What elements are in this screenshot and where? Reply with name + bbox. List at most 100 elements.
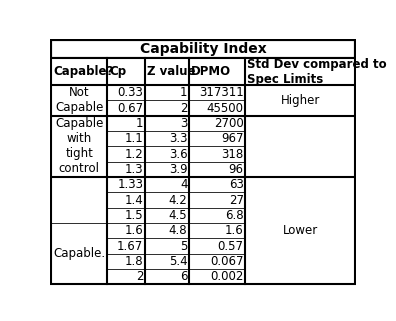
- Bar: [189, 192, 246, 208]
- Text: 6: 6: [180, 270, 187, 283]
- Text: 3: 3: [180, 117, 187, 130]
- Bar: [107, 208, 145, 223]
- Text: Lower: Lower: [283, 224, 318, 237]
- Text: 0.002: 0.002: [210, 270, 244, 283]
- Bar: [107, 131, 145, 146]
- Text: 0.57: 0.57: [218, 239, 244, 253]
- Text: 1: 1: [136, 117, 143, 130]
- Text: 3.6: 3.6: [169, 148, 187, 160]
- Bar: [145, 239, 189, 254]
- Bar: [189, 239, 246, 254]
- Bar: [246, 177, 355, 284]
- Bar: [189, 269, 246, 284]
- Bar: [107, 58, 145, 85]
- Bar: [51, 177, 107, 223]
- Bar: [145, 146, 189, 162]
- Text: 1.67: 1.67: [117, 239, 143, 253]
- Text: DPMO: DPMO: [191, 65, 231, 78]
- Bar: [107, 100, 145, 116]
- Bar: [107, 192, 145, 208]
- Text: 1.33: 1.33: [117, 178, 143, 191]
- Bar: [189, 223, 246, 239]
- Text: 1.3: 1.3: [125, 163, 143, 176]
- Bar: [189, 100, 246, 116]
- Text: Capable?: Capable?: [53, 65, 113, 78]
- Text: 318: 318: [221, 148, 244, 160]
- Text: Std Dev compared to
Spec Limits: Std Dev compared to Spec Limits: [248, 57, 387, 86]
- Text: 1.2: 1.2: [125, 148, 143, 160]
- Bar: [107, 223, 145, 239]
- Text: 27: 27: [228, 194, 244, 207]
- Bar: [107, 269, 145, 284]
- Text: 3.9: 3.9: [169, 163, 187, 176]
- Text: 2: 2: [136, 270, 143, 283]
- Bar: [145, 192, 189, 208]
- Bar: [189, 131, 246, 146]
- Bar: [51, 58, 107, 85]
- Text: 317311: 317311: [199, 86, 244, 99]
- Text: 1.6: 1.6: [125, 224, 143, 237]
- Bar: [246, 58, 355, 85]
- Text: 967: 967: [221, 132, 244, 145]
- Text: 1.8: 1.8: [125, 255, 143, 268]
- Bar: [189, 85, 246, 100]
- Text: Capability Index: Capability Index: [139, 42, 267, 56]
- Text: 4: 4: [180, 178, 187, 191]
- Bar: [145, 254, 189, 269]
- Text: Not
Capable: Not Capable: [55, 86, 103, 114]
- Text: 1.5: 1.5: [125, 209, 143, 222]
- Text: 2: 2: [180, 101, 187, 115]
- Text: 4.8: 4.8: [169, 224, 187, 237]
- Bar: [145, 223, 189, 239]
- Text: 4.2: 4.2: [169, 194, 187, 207]
- Text: 96: 96: [228, 163, 244, 176]
- Text: Capable.: Capable.: [53, 247, 105, 260]
- Text: Capable
with
tight
control: Capable with tight control: [55, 117, 103, 175]
- Bar: [107, 162, 145, 177]
- Bar: [145, 85, 189, 100]
- Bar: [145, 162, 189, 177]
- Bar: [145, 100, 189, 116]
- Bar: [145, 269, 189, 284]
- Text: 0.067: 0.067: [210, 255, 244, 268]
- Text: Z value: Z value: [147, 65, 196, 78]
- Bar: [189, 116, 246, 131]
- Text: 2700: 2700: [214, 117, 244, 130]
- Text: 4.5: 4.5: [169, 209, 187, 222]
- Bar: [189, 162, 246, 177]
- Bar: [145, 131, 189, 146]
- Bar: [189, 58, 246, 85]
- Bar: [145, 208, 189, 223]
- Text: 5.4: 5.4: [169, 255, 187, 268]
- Bar: [189, 177, 246, 192]
- Bar: [107, 116, 145, 131]
- Text: 0.67: 0.67: [117, 101, 143, 115]
- Text: 1.4: 1.4: [125, 194, 143, 207]
- Bar: [189, 208, 246, 223]
- Bar: [107, 177, 145, 192]
- Bar: [107, 239, 145, 254]
- Bar: [51, 116, 107, 177]
- Bar: [51, 40, 355, 58]
- Bar: [189, 254, 246, 269]
- Text: 1: 1: [180, 86, 187, 99]
- Bar: [51, 85, 107, 116]
- Text: 3.3: 3.3: [169, 132, 187, 145]
- Text: 63: 63: [229, 178, 244, 191]
- Bar: [107, 146, 145, 162]
- Bar: [107, 254, 145, 269]
- Bar: [51, 223, 107, 284]
- Bar: [189, 146, 246, 162]
- Bar: [145, 116, 189, 131]
- Text: Cp: Cp: [109, 65, 126, 78]
- Bar: [107, 85, 145, 100]
- Text: 5: 5: [180, 239, 187, 253]
- Text: 1.1: 1.1: [125, 132, 143, 145]
- Text: Higher: Higher: [280, 94, 320, 107]
- Text: 6.8: 6.8: [225, 209, 244, 222]
- Bar: [145, 177, 189, 192]
- Text: 45500: 45500: [207, 101, 244, 115]
- Bar: [145, 58, 189, 85]
- Bar: [246, 85, 355, 116]
- Text: 0.33: 0.33: [118, 86, 143, 99]
